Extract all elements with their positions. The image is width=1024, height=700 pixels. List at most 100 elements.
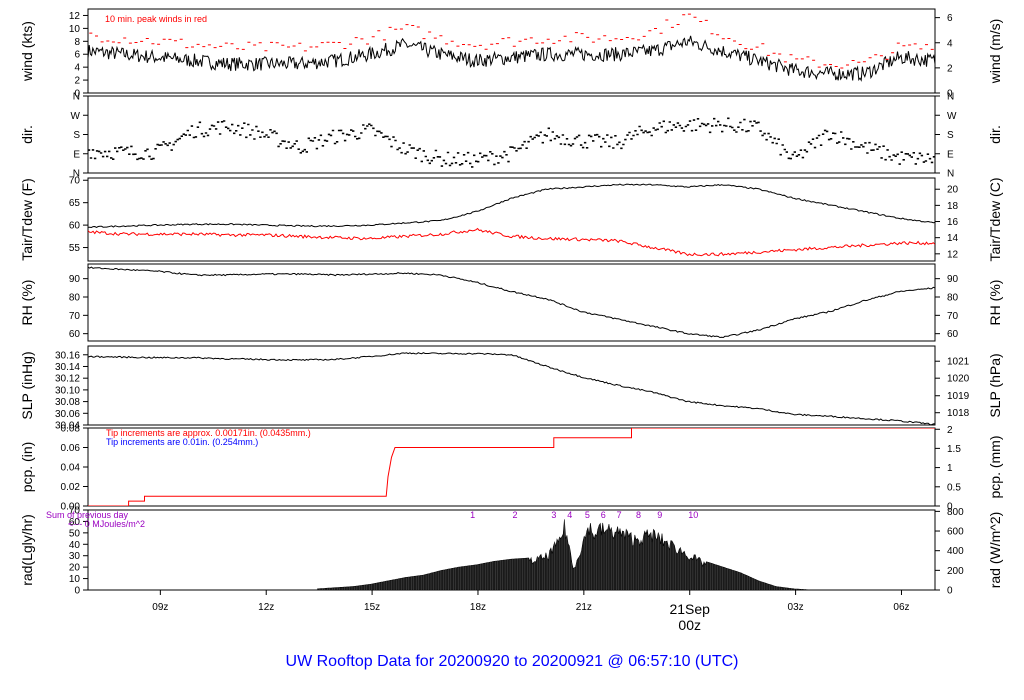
y-tick-label: 10: [69, 574, 81, 585]
y-tick-label: E: [73, 149, 80, 160]
plot-area: [88, 266, 935, 339]
x-tick-label: 09z: [152, 602, 168, 613]
plot-area: [88, 13, 935, 82]
y-tick-label: 0: [74, 586, 80, 597]
series-SLP: [88, 352, 935, 425]
y-tick-label: 0.00: [61, 502, 81, 513]
y-tick-label: 1021: [947, 357, 970, 368]
y-tick-label: 70: [69, 176, 81, 187]
y-tick-label: 30.10: [55, 385, 80, 396]
y-tick-label: 0.02: [61, 482, 81, 493]
plot-area: [88, 352, 935, 425]
series-Tdew: [88, 227, 935, 257]
series-mean: [88, 35, 935, 82]
y-tick-label: 2: [947, 63, 953, 74]
plot-area: [317, 519, 812, 590]
radiation-sum-note: Sum of previous day: [46, 510, 129, 520]
y-axis-label-right: wind (m/s): [987, 19, 1003, 85]
y-tick-label: 80: [69, 293, 81, 304]
y-tick-label: N: [947, 169, 954, 180]
y-tick-label: S: [947, 130, 954, 141]
y-tick-label: 0: [74, 89, 80, 100]
y-tick-label: 60: [947, 329, 959, 340]
y-axis-label-left: SLP (inHg): [19, 351, 35, 419]
y-tick-label: E: [947, 149, 954, 160]
y-tick-label: N: [73, 92, 80, 103]
series-Tair: [88, 183, 935, 229]
radiation-hour-label: 5: [585, 510, 590, 520]
y-tick-label: 0: [947, 502, 953, 513]
y-tick-label: 600: [947, 527, 964, 538]
x-tick-label: 06z: [893, 602, 909, 613]
x-tick-label: 15z: [364, 602, 380, 613]
x-tick-label: 12z: [258, 602, 274, 613]
y-tick-label: 1018: [947, 408, 970, 419]
y-axis-label-left: Tair/Tdew (F): [19, 178, 35, 260]
radiation-hour-label: 3: [551, 510, 556, 520]
y-tick-label: 20: [69, 563, 81, 574]
y-tick-label: N: [73, 169, 80, 180]
y-tick-label: 60: [69, 517, 81, 528]
y-tick-label: 30.16: [55, 350, 80, 361]
panel-rh: 60 70 80 90 60 70 80 90 RH (%) RH (%): [19, 263, 1003, 342]
radiation-hour-label: 8: [636, 510, 641, 520]
y-tick-label: 14: [947, 233, 959, 244]
y-tick-label: 40: [69, 540, 81, 551]
y-axis-label-right: RH (%): [987, 280, 1003, 326]
y-tick-label: 80: [947, 293, 959, 304]
y-tick-label: 65: [69, 198, 81, 209]
y-tick-label: 12: [69, 11, 81, 22]
y-tick-label: 30: [69, 551, 81, 562]
y-tick-label: 1020: [947, 374, 970, 385]
plot-area: [88, 183, 935, 257]
y-tick-label: 30.08: [55, 397, 80, 408]
y-tick-label: 70: [69, 311, 81, 322]
y-tick-label: 20: [947, 185, 959, 196]
radiation-bar-texture: [317, 519, 810, 590]
panel-wind: 0 2 4 6 8 10 12 0 2 4 6 wind (kts) wind (m/s) 10 min.…: [19, 8, 1003, 100]
y-tick-label: N: [947, 92, 954, 103]
panel-temperature: 55 60 65 70 12 14 16 18 20 Tair/Tdew (F) Tair/Tdew…: [19, 176, 1003, 262]
y-tick-label: 0: [947, 586, 953, 597]
y-tick-label: 200: [947, 566, 964, 577]
series-accum: [88, 428, 935, 506]
series-RH: [88, 266, 935, 339]
radiation-hour-label: 7: [617, 510, 622, 520]
y-tick-label: 6: [74, 50, 80, 61]
y-axis-label-left: pcp. (in): [19, 442, 35, 493]
y-tick-label: 1019: [947, 391, 970, 402]
y-tick-label: 55: [69, 243, 81, 254]
y-tick-label: 1.5: [947, 444, 961, 455]
panel-frame: [87, 8, 936, 94]
y-axis-label-right: pcp. (mm): [987, 436, 1003, 499]
y-tick-label: 50: [69, 528, 81, 539]
y-axis-label-right: rad (W/m^2): [987, 512, 1003, 589]
series-peak: [89, 13, 934, 69]
y-tick-label: 60: [69, 329, 81, 340]
y-tick-label: 30.04: [55, 421, 80, 432]
y-tick-label: 4: [74, 63, 80, 74]
radiation-sum-note: <--- 0 MJoules/m^2: [68, 519, 145, 529]
y-tick-label: 6: [947, 13, 953, 24]
y-tick-label: 800: [947, 507, 964, 518]
y-axis-label-right: dir.: [987, 125, 1003, 144]
y-tick-label: 2: [947, 425, 953, 436]
y-tick-label: 1: [947, 463, 953, 474]
y-tick-label: 70: [69, 506, 81, 517]
panel-frame: [87, 177, 936, 262]
radiation-hour-label: 4: [567, 510, 572, 520]
y-tick-label: S: [73, 130, 80, 141]
x-tick-label: 18z: [470, 602, 486, 613]
y-axis-label-right: SLP (hPa): [987, 353, 1003, 417]
radiation-hour-label: 1: [470, 510, 475, 520]
y-tick-label: 0.04: [61, 463, 81, 474]
precip-note: Tip increments are 0.01in. (0.254mm.): [106, 437, 258, 447]
panel-frame: [87, 263, 936, 342]
y-tick-label: 2: [74, 76, 80, 87]
y-tick-label: 0.06: [61, 443, 81, 454]
